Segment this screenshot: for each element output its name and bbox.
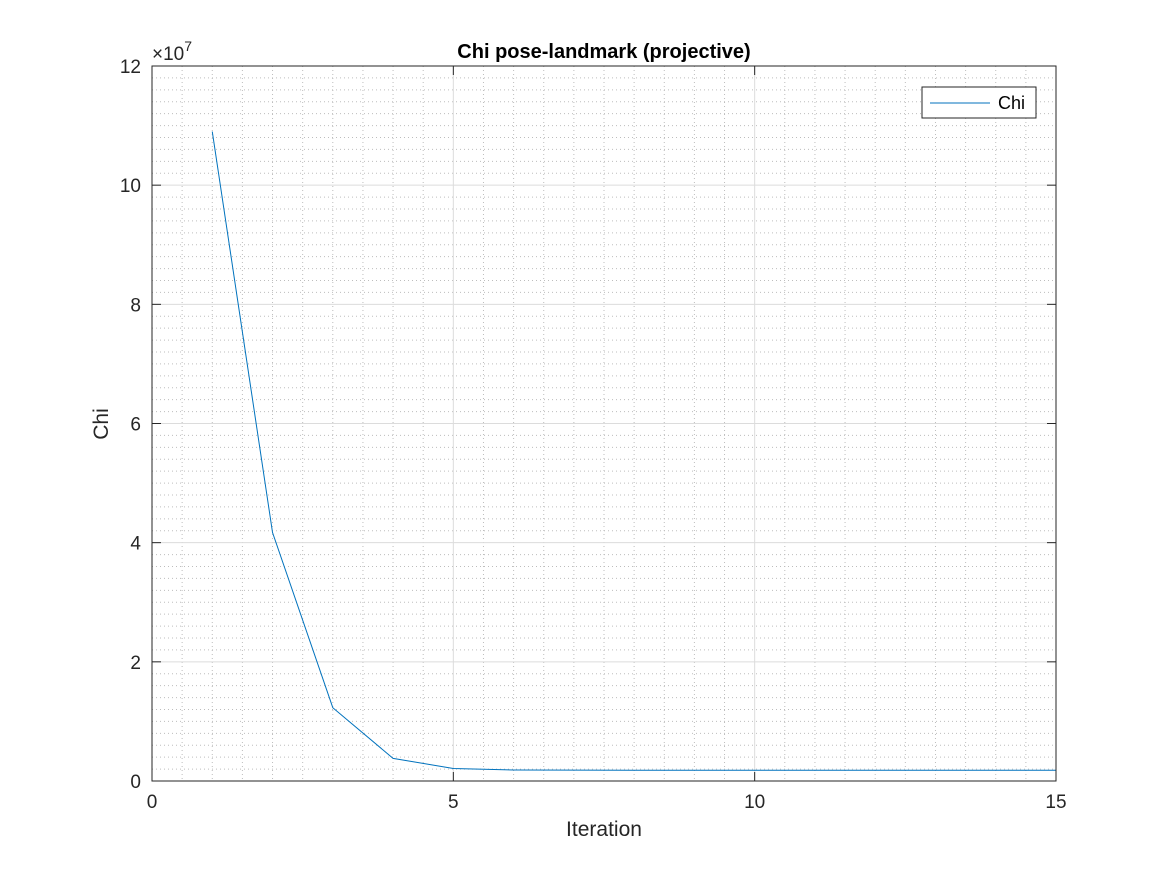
x-tick-label: 15 (1045, 792, 1066, 813)
y-tick-label: 0 (130, 772, 141, 793)
y-tick-label: 12 (120, 57, 141, 78)
tick-marks (151, 65, 1057, 782)
y-axis-multiplier-exponent: 7 (184, 38, 192, 54)
x-axis-label: Iteration (566, 818, 642, 841)
chart-title: Chi pose-landmark (projective) (457, 41, 750, 63)
x-tick-labels: 0 5 10 15 (147, 792, 1067, 813)
legend-label-chi: Chi (998, 93, 1025, 113)
x-tick-label: 5 (448, 792, 459, 813)
y-tick-label: 2 (130, 653, 141, 674)
y-axis-multiplier-base: ×10 (152, 44, 184, 65)
y-tick-label: 4 (130, 534, 141, 555)
y-tick-label: 8 (130, 295, 141, 316)
y-tick-label: 10 (120, 176, 141, 197)
legend: Chi (921, 86, 1037, 119)
series-layer (211, 131, 1056, 771)
series-line-chi (211, 131, 1056, 771)
y-axis-label: Chi (90, 408, 113, 440)
y-tick-label: 6 (130, 415, 141, 436)
y-tick-labels: 0 2 4 6 8 10 12 (120, 57, 142, 793)
y-axis-multiplier: ×107 (152, 38, 192, 65)
x-tick-label: 10 (744, 792, 765, 813)
minor-grid (152, 66, 1056, 781)
x-tick-label: 0 (147, 792, 158, 813)
